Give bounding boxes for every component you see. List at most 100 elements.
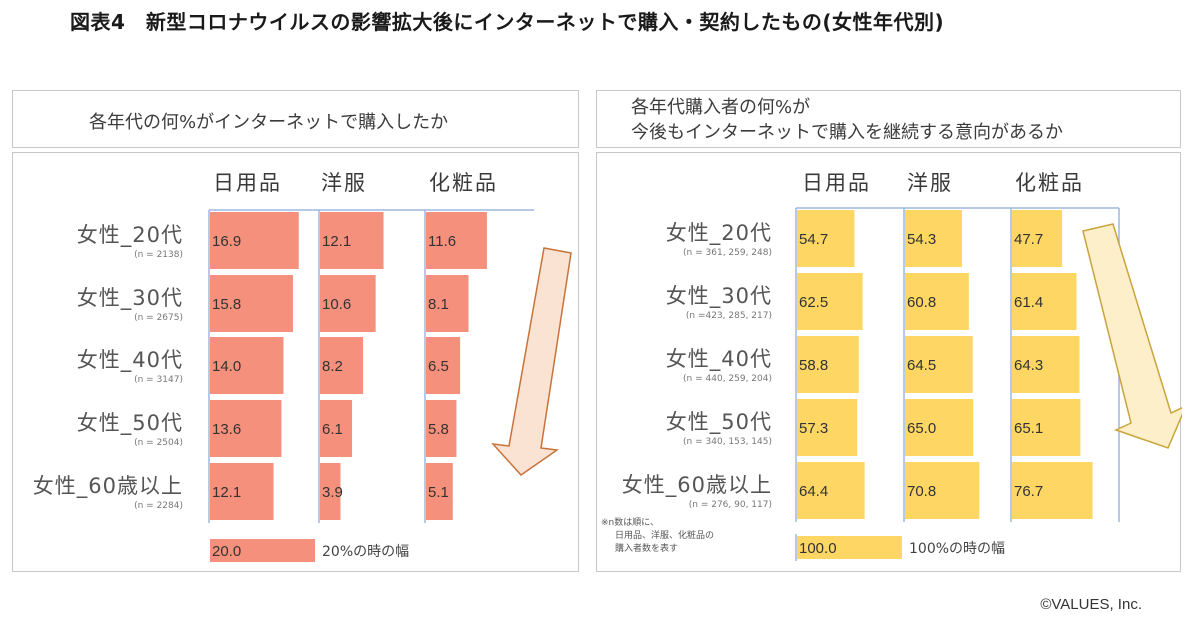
column-header-1: 洋服 bbox=[907, 171, 953, 195]
bar bbox=[210, 400, 282, 457]
copyright: ©VALUES, Inc. bbox=[1040, 596, 1142, 613]
trend-arrow-icon bbox=[491, 247, 572, 476]
bar-value-label: 6.5 bbox=[428, 358, 449, 375]
row-label: 女性_30代 bbox=[666, 284, 772, 309]
bar bbox=[320, 212, 384, 269]
bar bbox=[320, 275, 376, 332]
row-sample-size: (n =423, 285, 217) bbox=[686, 311, 772, 321]
bar-value-label: 70.8 bbox=[907, 483, 936, 500]
bar bbox=[210, 337, 284, 394]
bar-value-label: 61.4 bbox=[1014, 294, 1043, 311]
row-sample-size: (n = 2504) bbox=[134, 438, 183, 448]
bar bbox=[320, 463, 341, 520]
bar bbox=[797, 399, 858, 456]
bar-value-label: 58.8 bbox=[799, 357, 828, 374]
column-header-2: 化粧品 bbox=[1015, 171, 1084, 195]
bar bbox=[1012, 210, 1063, 267]
footnote-line: 購入者数を表す bbox=[615, 542, 678, 554]
column-header-0: 日用品 bbox=[213, 171, 282, 195]
bar-value-label: 5.8 bbox=[428, 421, 449, 438]
footnote-line: 日用品、洋服、化粧品の bbox=[615, 529, 714, 541]
column-header-1: 洋服 bbox=[321, 171, 367, 195]
bar-value-label: 60.8 bbox=[907, 294, 936, 311]
figure-title: 図表4 新型コロナウイルスの影響拡大後にインターネットで購入・契約したもの(女性… bbox=[70, 10, 945, 34]
bar bbox=[797, 273, 863, 330]
bar-value-label: 3.9 bbox=[322, 484, 343, 501]
row-label: 女性_40代 bbox=[666, 347, 772, 372]
column-header-0: 日用品 bbox=[802, 171, 871, 195]
bar bbox=[426, 337, 461, 394]
bar-value-label: 8.1 bbox=[428, 296, 449, 313]
bar bbox=[905, 273, 969, 330]
bar bbox=[905, 462, 980, 519]
bar-value-label: 54.7 bbox=[799, 231, 828, 248]
bar-value-label: 10.6 bbox=[322, 296, 351, 313]
bar-value-label: 62.5 bbox=[799, 294, 828, 311]
bar-value-label: 16.9 bbox=[212, 233, 241, 250]
legend-scale-value: 20.0 bbox=[212, 543, 241, 560]
bar bbox=[210, 212, 299, 269]
row-label: 女性_50代 bbox=[77, 411, 183, 436]
legend-scale-bar bbox=[797, 536, 902, 559]
bar bbox=[1012, 336, 1080, 393]
bar bbox=[905, 336, 973, 393]
bar-value-label: 15.8 bbox=[212, 296, 241, 313]
bar bbox=[426, 212, 487, 269]
row-sample-size: (n = 276, 90, 117) bbox=[689, 500, 772, 510]
legend-scale-label: 100%の時の幅 bbox=[909, 541, 1005, 557]
right-header-box: 各年代購入者の何%が 今後もインターネットで購入を継続する意向があるか bbox=[596, 90, 1181, 148]
bar bbox=[426, 463, 453, 520]
bar bbox=[320, 337, 364, 394]
row-label: 女性_20代 bbox=[77, 223, 183, 248]
right-chart-box: 日用品 洋服 化粧品女性_20代 (n = 361, 259, 248) 54.7 54.… bbox=[596, 152, 1182, 572]
row-label: 女性_60歳以上 bbox=[33, 474, 183, 499]
bar-value-label: 57.3 bbox=[799, 420, 828, 437]
right-chart-title-line2: 今後もインターネットで購入を継続する意向があるか bbox=[631, 122, 1063, 143]
bar bbox=[905, 210, 963, 267]
bar bbox=[797, 336, 859, 393]
left-header-box: 各年代の何%がインターネットで購入したか bbox=[12, 90, 579, 148]
bar-value-label: 12.1 bbox=[322, 233, 351, 250]
row-label: 女性_40代 bbox=[77, 348, 183, 373]
row-sample-size: (n = 2675) bbox=[134, 313, 183, 323]
row-sample-size: (n = 361, 259, 248) bbox=[683, 248, 772, 258]
bar-value-label: 64.5 bbox=[907, 357, 936, 374]
bar bbox=[210, 275, 293, 332]
row-sample-size: (n = 3147) bbox=[134, 375, 183, 385]
right-chart-title-line1: 各年代購入者の何%が bbox=[631, 97, 811, 118]
bar bbox=[797, 462, 865, 519]
row-sample-size: (n = 340, 153, 145) bbox=[683, 437, 772, 447]
legend-scale-bar bbox=[210, 539, 315, 562]
footnote-line: ※n数は順に、 bbox=[601, 516, 659, 528]
bar bbox=[426, 275, 469, 332]
bar-value-label: 5.1 bbox=[428, 484, 449, 501]
bar-value-label: 6.1 bbox=[322, 421, 343, 438]
legend-scale-value: 100.0 bbox=[799, 540, 837, 557]
bar bbox=[426, 400, 457, 457]
row-sample-size: (n = 2138) bbox=[134, 250, 183, 260]
bar-value-label: 65.1 bbox=[1014, 420, 1043, 437]
bar bbox=[797, 210, 855, 267]
column-header-2: 化粧品 bbox=[429, 171, 498, 195]
bar-value-label: 8.2 bbox=[322, 358, 343, 375]
bar bbox=[1012, 399, 1081, 456]
bar bbox=[905, 399, 974, 456]
row-label: 女性_30代 bbox=[77, 286, 183, 311]
bar-value-label: 12.1 bbox=[212, 484, 241, 501]
row-label: 女性_20代 bbox=[666, 221, 772, 246]
bar-value-label: 76.7 bbox=[1014, 483, 1043, 500]
bar bbox=[1012, 462, 1093, 519]
row-label: 女性_60歳以上 bbox=[622, 473, 772, 498]
bar-value-label: 64.4 bbox=[799, 483, 828, 500]
bar-value-label: 65.0 bbox=[907, 420, 936, 437]
bar-value-label: 13.6 bbox=[212, 421, 241, 438]
bar bbox=[320, 400, 353, 457]
legend-scale-label: 20%の時の幅 bbox=[322, 544, 409, 560]
left-chart-title: 各年代の何%がインターネットで購入したか bbox=[89, 112, 449, 133]
bar-value-label: 47.7 bbox=[1014, 231, 1043, 248]
row-sample-size: (n = 2284) bbox=[134, 501, 183, 511]
bar bbox=[1012, 273, 1077, 330]
bar-value-label: 54.3 bbox=[907, 231, 936, 248]
